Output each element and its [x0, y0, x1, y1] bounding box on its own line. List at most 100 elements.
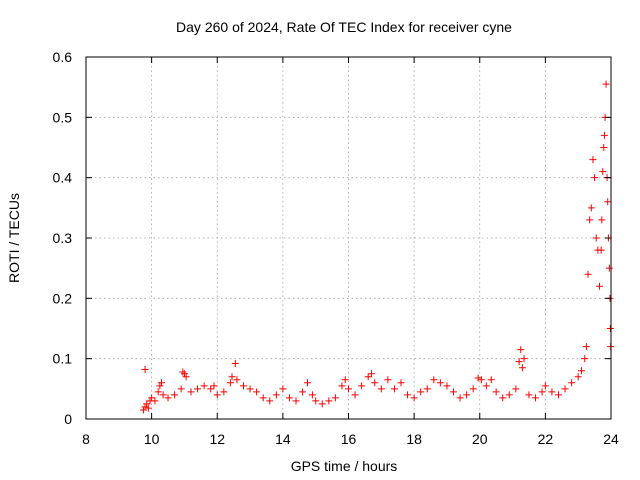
data-point [279, 385, 287, 393]
data-point [597, 246, 605, 254]
data-point [187, 388, 195, 396]
data-point [518, 364, 526, 372]
x-tick-label: 12 [209, 431, 225, 447]
x-tick-label: 14 [275, 431, 291, 447]
data-point [592, 234, 600, 242]
data-point [303, 379, 311, 387]
data-point [561, 385, 569, 393]
data-point [555, 391, 562, 399]
data-point [397, 379, 405, 387]
data-point [443, 382, 451, 390]
data-point [606, 325, 614, 332]
data-point [341, 376, 349, 384]
data-point [180, 370, 188, 378]
data-point [210, 382, 218, 390]
data-point [469, 385, 477, 393]
data-point [171, 391, 179, 399]
x-tick-label: 10 [144, 431, 160, 447]
data-point [505, 391, 513, 399]
data-point [390, 385, 398, 393]
data-point [577, 367, 585, 375]
data-point [246, 385, 254, 393]
data-point [482, 382, 490, 390]
data-point [141, 366, 149, 374]
data-point [589, 156, 597, 164]
data-point [568, 379, 576, 387]
data-point [499, 394, 507, 402]
data-point [226, 379, 234, 387]
data-point [582, 343, 590, 351]
data-point [371, 379, 379, 387]
x-axis-label: GPS time / hours [291, 458, 398, 474]
data-point [525, 391, 533, 399]
data-point [463, 391, 471, 399]
data-point [520, 355, 528, 363]
data-point [377, 385, 385, 393]
data-point [450, 388, 457, 396]
data-point [430, 376, 438, 384]
data-point [581, 355, 589, 363]
x-tick-label: 8 [82, 431, 90, 447]
y-tick-label: 0 [64, 411, 72, 427]
data-point [266, 397, 274, 405]
data-point [492, 388, 500, 396]
data-point [367, 370, 375, 378]
data-point [605, 264, 613, 272]
data-point [318, 400, 326, 408]
data-point [345, 385, 352, 393]
data-point [157, 379, 165, 387]
data-point [600, 144, 608, 151]
data-point [436, 379, 444, 387]
data-point [591, 174, 599, 182]
data-point [541, 382, 549, 390]
data-point [423, 385, 431, 393]
data-point [228, 373, 236, 381]
data-point [586, 216, 594, 224]
data-point [220, 388, 228, 396]
y-tick-label: 0.5 [53, 109, 73, 125]
data-point [517, 346, 525, 354]
data-point [144, 404, 152, 412]
data-point [512, 385, 520, 393]
x-tick-labels: 8 10 12 14 16 18 20 22 24 [82, 431, 619, 447]
data-point [602, 80, 610, 88]
data-point [598, 216, 606, 224]
data-point [417, 388, 425, 396]
y-tick-labels: 0 0.1 0.2 0.3 0.4 0.5 0.6 [53, 49, 73, 427]
y-tick-label: 0.2 [53, 290, 73, 306]
y-tick-label: 0.1 [53, 351, 73, 367]
data-point [487, 376, 495, 384]
data-point [253, 388, 261, 396]
data-point [259, 394, 267, 402]
data-point [292, 397, 300, 405]
data-point [596, 282, 604, 290]
data-point [299, 388, 307, 396]
data-point [599, 168, 607, 176]
x-tick-label: 20 [472, 431, 488, 447]
data-point [331, 394, 339, 402]
data-point [143, 400, 151, 408]
data-point [404, 391, 412, 399]
data-point [182, 373, 190, 381]
data-point [574, 373, 582, 381]
data-point [179, 368, 187, 376]
data-point [154, 388, 162, 396]
data-point [231, 359, 239, 367]
data-point [194, 385, 202, 393]
data-point [584, 270, 592, 278]
data-point [410, 394, 418, 402]
data-point [156, 382, 164, 390]
data-point [515, 358, 523, 366]
data-point [213, 391, 221, 399]
y-axis-label: ROTI / TECUs [6, 193, 22, 283]
data-point [384, 376, 392, 384]
data-point [148, 394, 156, 402]
data-point [477, 376, 485, 384]
data-point [325, 397, 333, 405]
data-points [139, 80, 615, 414]
data-point [604, 198, 612, 206]
data-point [538, 388, 546, 396]
data-point [338, 382, 346, 390]
x-tick-label: 18 [406, 431, 422, 447]
data-point [141, 403, 149, 411]
